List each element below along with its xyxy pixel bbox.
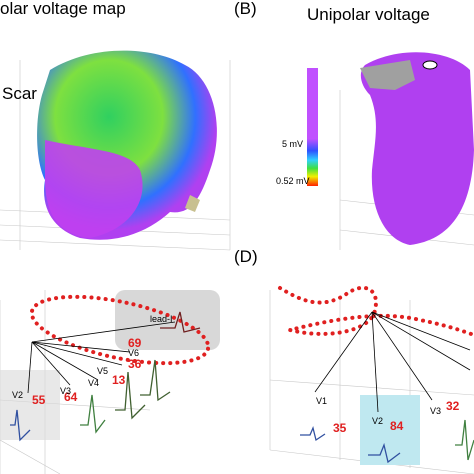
lead-box: [0, 370, 60, 440]
ecg-traces: [300, 419, 474, 464]
panel-title: Unipolar voltage: [307, 5, 430, 24]
colorbar-low: 0.52 mV: [276, 176, 310, 186]
panel-label: (B): [234, 0, 257, 18]
lead-value: 64: [64, 390, 78, 404]
lead-value: 55: [32, 393, 46, 407]
lead-name: V5: [97, 366, 108, 376]
lead-value: 35: [333, 421, 347, 435]
lead-name: V6: [128, 348, 139, 358]
lead-name: V2: [12, 390, 23, 400]
colorbar: [307, 68, 318, 186]
lead-vectors: [27, 321, 176, 394]
lead-box: [360, 395, 420, 465]
lead-value: 36: [128, 357, 142, 371]
lead-name: V1: [316, 396, 327, 406]
panel-label: (D): [234, 247, 258, 266]
lead-value: 84: [390, 419, 404, 433]
small-heart: [185, 195, 200, 212]
marker: [422, 60, 438, 70]
lead-value: 13: [112, 373, 126, 387]
scar-region: [360, 60, 415, 90]
activation-loop: [29, 294, 211, 366]
lead-value: 32: [446, 399, 460, 413]
lead-name: V3: [430, 406, 441, 416]
panel-title: olar voltage map: [0, 0, 126, 18]
colorbar-high: 5 mV: [282, 139, 303, 149]
scar-label: Scar: [2, 84, 37, 103]
voltage-map-b: [360, 52, 474, 246]
lead-vectors: [314, 311, 471, 413]
lead-name: V3: [60, 386, 71, 396]
low-region: [45, 140, 143, 238]
lead-name: V4: [88, 378, 99, 388]
lead-value: 69: [128, 336, 142, 350]
activation-loop: [278, 285, 474, 337]
ecg-traces: [10, 311, 201, 442]
lead-label: lead-I: [150, 314, 173, 324]
lead-name: V2: [372, 416, 383, 426]
